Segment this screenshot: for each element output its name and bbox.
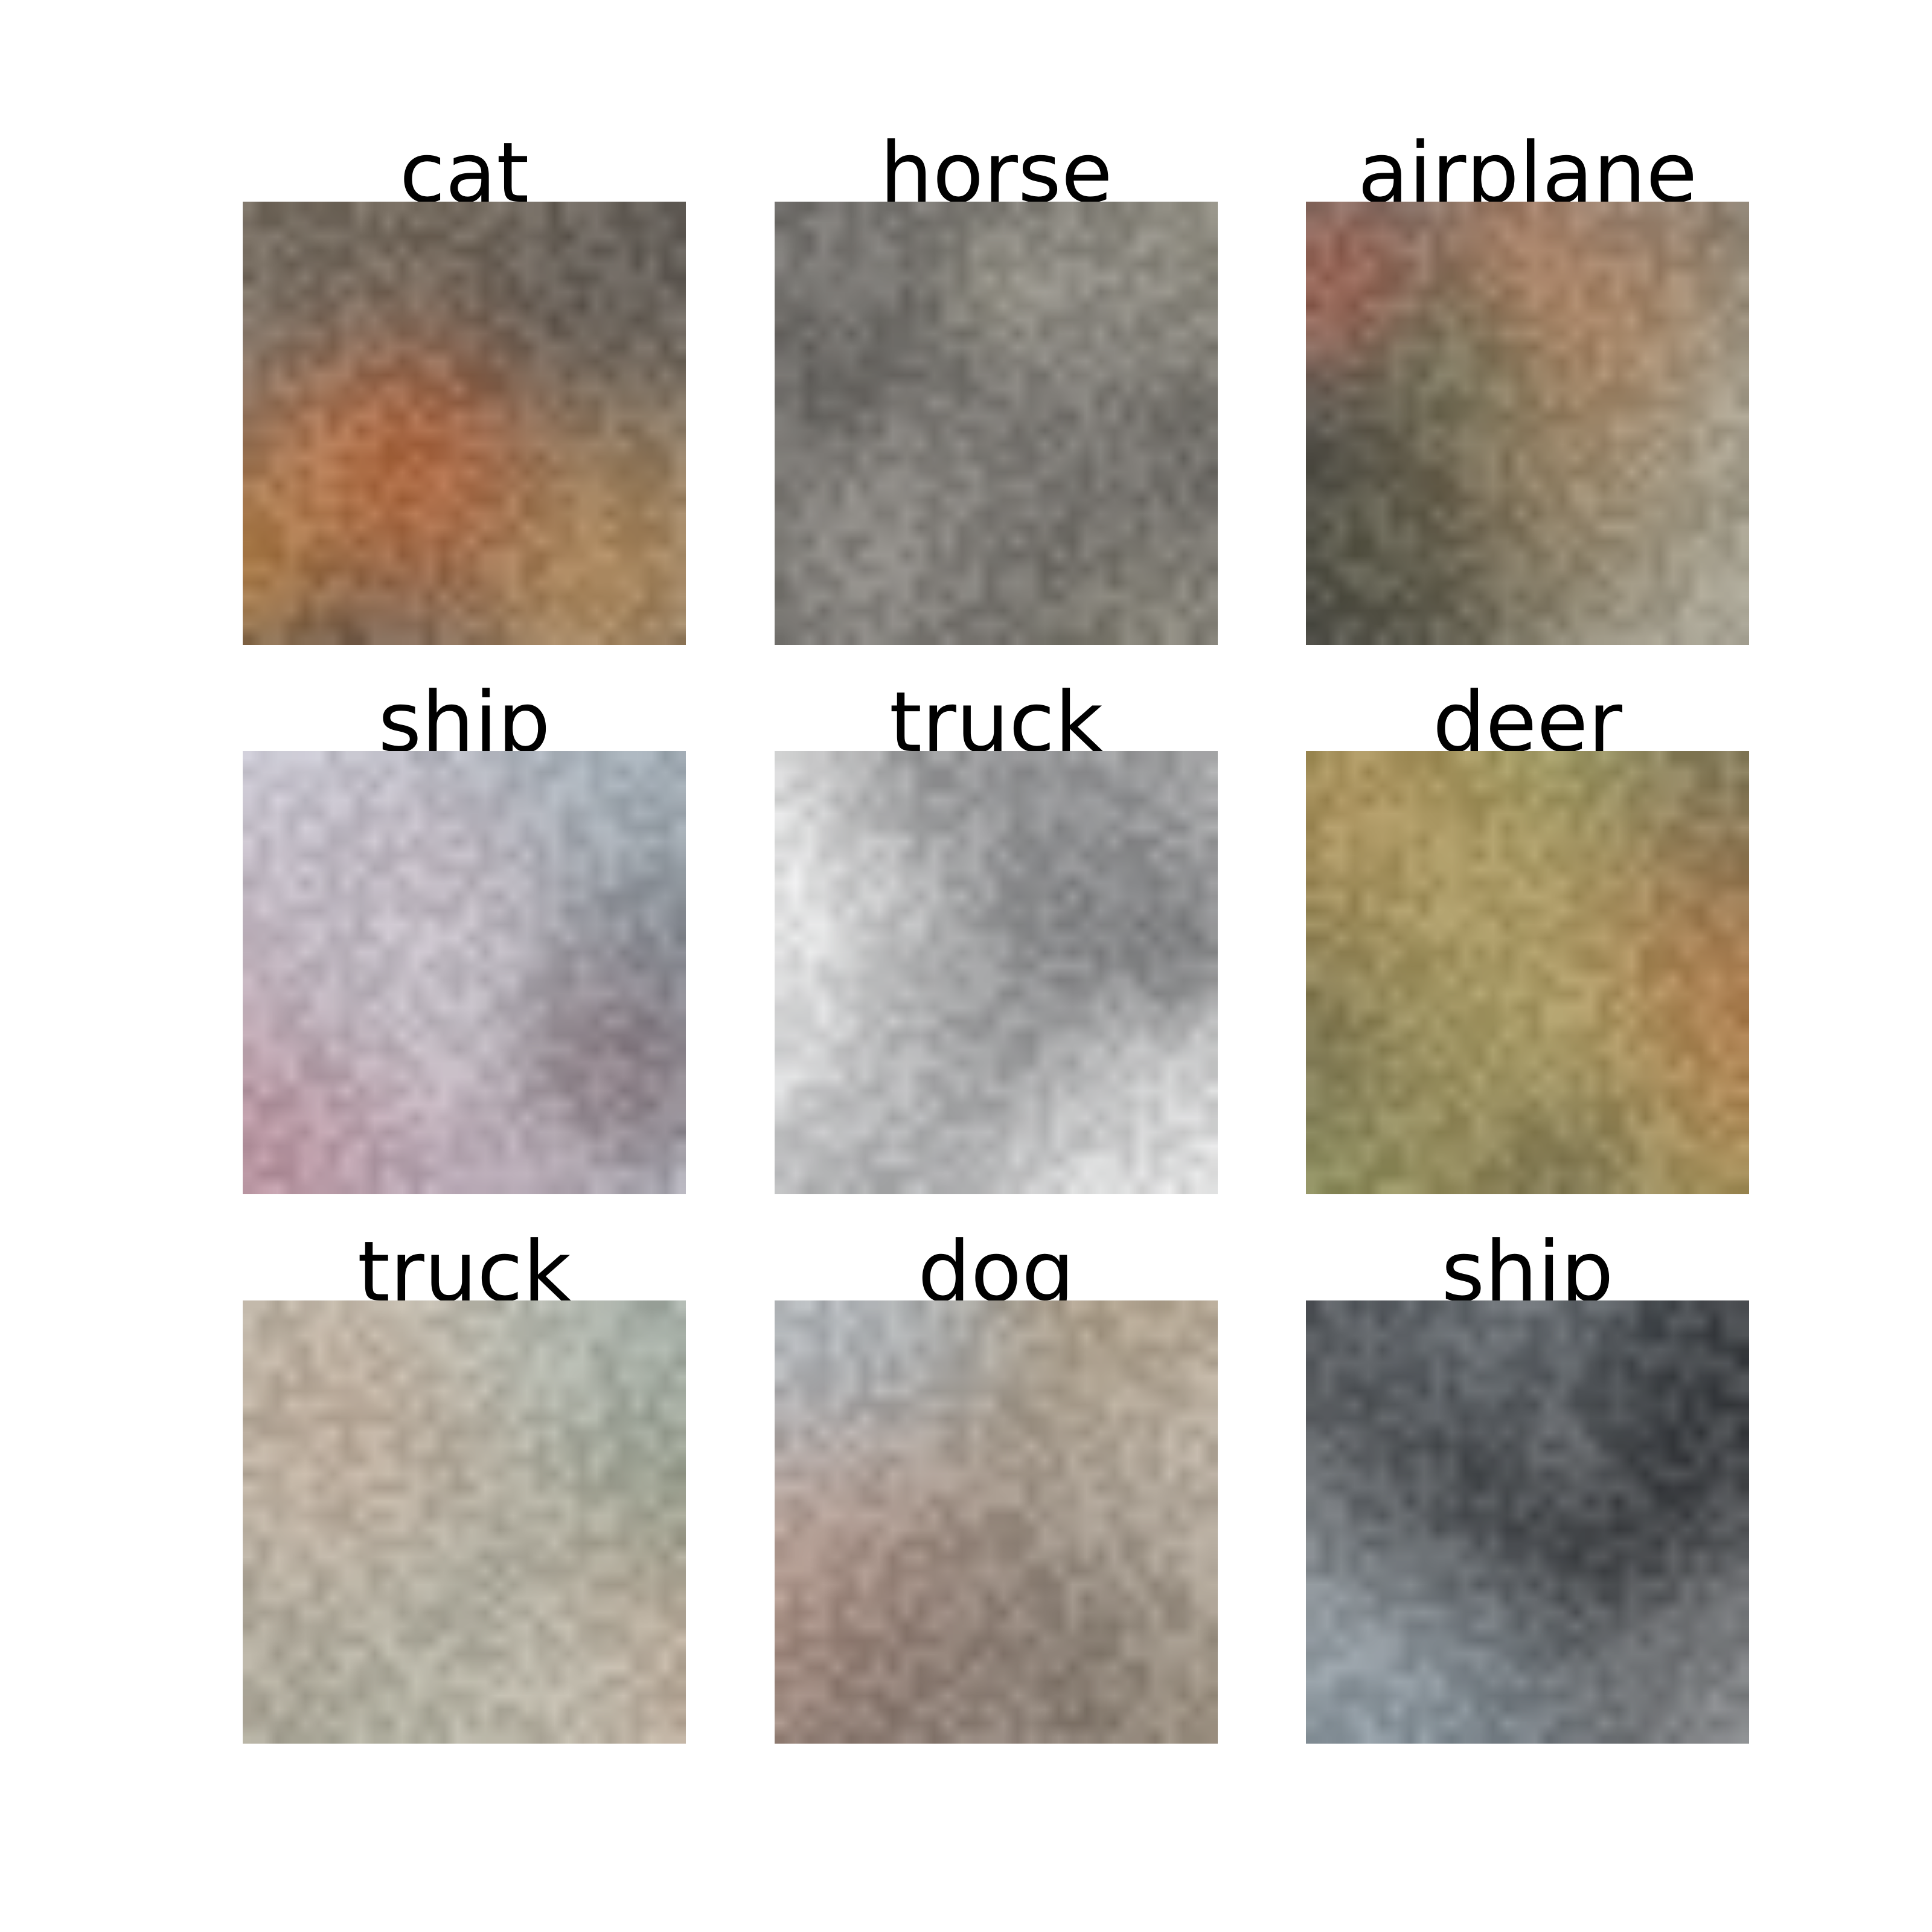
cell-image [775,751,1218,1194]
grid-cell: ship [1306,0,1749,1932]
cell-image [1306,202,1749,645]
cell-image [243,751,686,1194]
cell-label: deer [1432,674,1623,771]
cell-label: truck [889,674,1104,771]
cell-label: dog [918,1223,1075,1320]
grid-cell: truck [775,0,1218,1932]
cell-label: horse [880,124,1113,222]
cell-image [1306,751,1749,1194]
grid-cell: ship [243,0,686,1932]
cell-image [775,1300,1218,1744]
cell-image [243,1300,686,1744]
grid-cell: deer [1306,0,1749,1932]
grid-cell: horse [775,0,1218,1932]
grid-cell: truck [243,0,686,1932]
grid-cell: dog [775,0,1218,1932]
grid-cell: airplane [1306,0,1749,1932]
cell-label: airplane [1357,124,1698,222]
cell-image [1306,1300,1749,1744]
cell-label: ship [378,674,551,771]
cell-image [775,202,1218,645]
cell-label: truck [357,1223,572,1320]
cell-image [243,202,686,645]
grid-cell: cat [243,0,686,1932]
cell-label: ship [1441,1223,1614,1320]
cell-label: cat [399,124,529,222]
